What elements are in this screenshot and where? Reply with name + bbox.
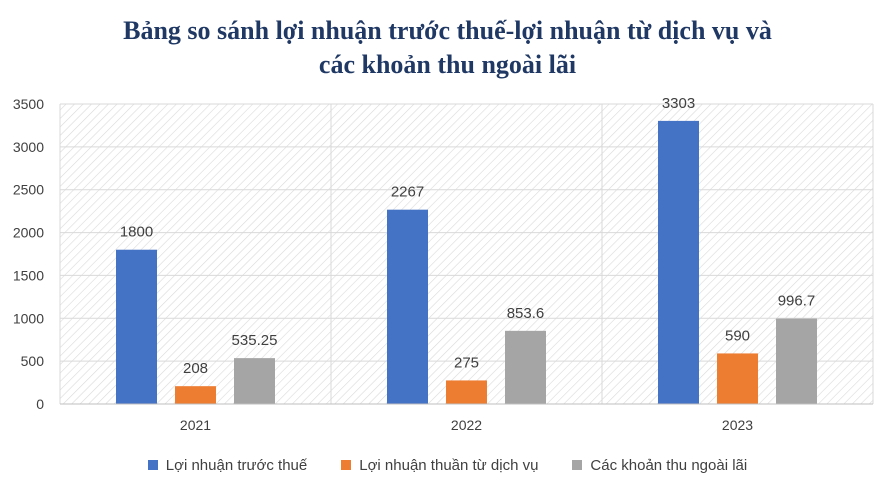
bar-series-2-2022 <box>446 380 487 404</box>
legend-swatch-series-3 <box>572 460 583 470</box>
data-label: 275 <box>454 354 479 371</box>
bar-series-1-2023 <box>658 120 699 404</box>
chart-title-line-2: các khoản thu ngoài lãi <box>318 50 577 79</box>
data-label: 208 <box>183 360 208 377</box>
data-label: 853.6 <box>507 305 545 322</box>
y-tick-label: 3000 <box>13 139 44 155</box>
bar-series-3-2022 <box>505 330 546 404</box>
bar-series-1-2021 <box>116 249 157 404</box>
legend-item-series-3: Các khoản thu ngoài lãi <box>572 457 747 474</box>
chart-title-line-1: Bảng so sánh lợi nhuận trước thuế-lợi nh… <box>123 16 772 45</box>
x-tick-label: 2021 <box>180 417 211 433</box>
legend-swatch-series-1 <box>147 460 158 470</box>
data-label: 1800 <box>120 224 153 241</box>
legend: Lợi nhuận trước thuế Lợi nhuận thuần từ … <box>0 452 895 478</box>
bar-series-3-2021 <box>234 358 275 404</box>
y-tick-label: 2000 <box>13 225 44 241</box>
data-label: 590 <box>725 327 750 344</box>
legend-item-series-1: Lợi nhuận trước thuế <box>147 456 308 474</box>
data-label: 535.25 <box>232 332 278 349</box>
x-tick-label: 2022 <box>451 417 482 433</box>
axes: 0 500 1000 1500 2000 2500 3000 3500 2021 2022 2023 <box>13 96 873 433</box>
data-label: 996.7 <box>778 293 816 310</box>
legend-label-series-3: Các khoản thu ngoài lãi <box>590 456 748 474</box>
bars <box>116 120 817 404</box>
y-tick-label: 2500 <box>13 182 44 198</box>
data-labels: 1800 208 535.25 2267 275 853.6 3303 590 996.7 <box>120 95 815 377</box>
legend-swatch-series-2 <box>341 460 352 470</box>
legend-label-series-2: Lợi nhuận thuần từ dịch vụ <box>359 456 539 474</box>
bar-series-2-2023 <box>717 353 758 404</box>
y-tick-label: 1000 <box>13 310 44 326</box>
y-tick-label: 500 <box>21 353 45 369</box>
y-tick-label: 0 <box>36 396 44 412</box>
x-tick-label: 2023 <box>722 417 753 433</box>
bar-series-1-2022 <box>387 209 428 404</box>
bar-series-2-2021 <box>175 386 216 404</box>
data-label: 3303 <box>662 95 695 112</box>
legend-item-series-2: Lợi nhuận thuần từ dịch vụ <box>341 457 538 474</box>
y-tick-label: 3500 <box>13 96 44 112</box>
bar-series-3-2023 <box>776 318 817 404</box>
legend-label-series-1: Lợi nhuận trước thuế <box>165 456 308 474</box>
y-tick-label: 1500 <box>13 267 44 283</box>
data-label: 2267 <box>391 184 424 201</box>
